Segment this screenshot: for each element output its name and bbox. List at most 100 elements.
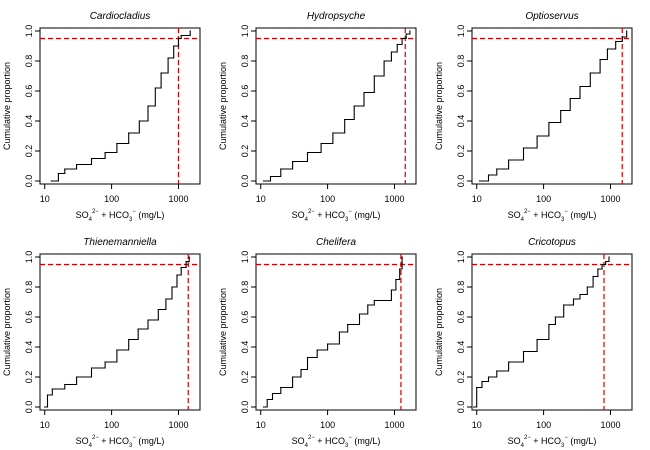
data-point [563, 304, 565, 306]
data-point [46, 394, 49, 396]
y-tick-label: 1.0 [240, 251, 250, 264]
x-tick-label: 100 [104, 194, 119, 204]
data-point [271, 392, 274, 395]
data-point [262, 406, 265, 408]
x-label-base: SO [292, 210, 305, 220]
x-label-sub1: 4 [89, 217, 93, 223]
x-label-sup2: − [132, 209, 136, 215]
data-point [592, 275, 594, 278]
data-point [269, 175, 272, 178]
x-label-mid: + HCO [99, 210, 129, 220]
data-point [409, 30, 411, 32]
data-point [589, 72, 591, 74]
panel-title: Hydropsyche [307, 11, 366, 22]
data-point [383, 60, 385, 62]
plot-frame [471, 253, 633, 411]
x-label-sub2: 3 [129, 217, 133, 223]
data-point [292, 376, 294, 378]
data-point [90, 367, 93, 369]
data-point [316, 349, 318, 351]
data-point [405, 33, 407, 35]
y-tick-label: 0.0 [240, 401, 250, 414]
y-axis-label: Cumulative proportion [2, 62, 12, 150]
data-point [363, 91, 365, 94]
data-point [157, 308, 159, 311]
x-label-sub2: 3 [345, 217, 349, 223]
data-point [128, 132, 130, 134]
data-point [496, 168, 498, 170]
x-tick-label: 1000 [600, 420, 620, 430]
data-point [347, 323, 349, 326]
x-label-sup2: − [564, 209, 568, 215]
y-tick-label: 0.6 [240, 311, 250, 324]
data-point [522, 350, 525, 353]
panel-title: Chelifera [316, 237, 356, 248]
x-label-unit: (mg/L) [352, 436, 381, 446]
data-point [165, 298, 167, 300]
data-point [496, 370, 498, 372]
x-label-mid: + HCO [531, 436, 561, 446]
data-point [188, 256, 190, 258]
data-point [621, 36, 623, 38]
data-point [353, 105, 355, 107]
panel-title: Cardiocladius [90, 11, 151, 22]
y-tick-label: 0.0 [24, 175, 34, 188]
x-label-sub1: 4 [89, 443, 93, 449]
panel-cricotopus: Cricotopus 10 100 1000 0.0 0.2 0.4 0.6 0.8 1.0 Cum… [434, 237, 633, 449]
data-point [390, 289, 392, 291]
x-label-unit: (mg/L) [352, 210, 381, 220]
x-label-unit: (mg/L) [568, 210, 597, 220]
y-tick-label: 0.8 [24, 281, 34, 294]
data-point [473, 406, 475, 408]
data-point [508, 361, 510, 363]
panel-optioservus: Optioservus 10 100 1000 0.0 0.2 0.4 0.6 0.8 1.0 Cu… [434, 11, 633, 223]
data-point [50, 180, 52, 182]
y-tick-label: 0.2 [24, 371, 34, 384]
panel-chelifera: Chelifera 10 100 1000 0.0 0.2 0.4 0.6 0.8 1.0 Cumu… [218, 237, 417, 449]
data-point [171, 286, 173, 288]
data-point [262, 180, 265, 182]
y-tick-label: 1.0 [24, 251, 34, 264]
panel-hydropsyche: Hydropsyche 10 100 1000 0.0 0.2 0.4 0.6 0.8 1.0 Cu… [218, 11, 417, 223]
data-point [481, 380, 483, 383]
cumulative-curve [473, 257, 610, 408]
data-point [548, 323, 550, 326]
x-label-base: SO [76, 210, 89, 220]
data-point [306, 151, 309, 154]
x-label-sub2: 3 [345, 443, 349, 449]
y-axis-label: Cumulative proportion [434, 288, 444, 376]
x-tick-label: 100 [320, 420, 335, 430]
x-tick-label: 10 [472, 194, 482, 204]
panel-title: Thienemanniella [83, 237, 157, 248]
plot-frame [255, 27, 417, 185]
data-point [401, 37, 403, 40]
data-point [358, 313, 361, 315]
y-tick-label: 0.2 [240, 145, 250, 158]
x-tick-label: 100 [320, 194, 335, 204]
data-point [367, 304, 369, 306]
data-point [76, 376, 78, 378]
data-point [395, 278, 397, 281]
data-point [586, 286, 588, 288]
x-label-sub1: 4 [305, 443, 309, 449]
x-label-sub1: 4 [521, 443, 525, 449]
plot-frame [39, 253, 201, 411]
y-tick-label: 0.2 [456, 371, 466, 384]
x-label-base: SO [76, 436, 89, 446]
y-tick-label: 0.4 [240, 115, 250, 128]
y-tick-label: 1.0 [240, 25, 250, 38]
data-point [390, 51, 392, 53]
x-label-sup1: 2− [524, 435, 531, 441]
data-point [548, 121, 550, 124]
panel-title: Cricotopus [528, 237, 576, 248]
data-point [185, 260, 187, 263]
x-label-sup1: 2− [308, 435, 315, 441]
data-point [554, 316, 557, 318]
y-tick-label: 0.4 [456, 341, 466, 354]
x-tick-label: 1000 [384, 420, 404, 430]
plot-frame [255, 253, 417, 411]
x-tick-label: 100 [536, 194, 551, 204]
data-point [147, 319, 149, 321]
data-point [332, 132, 334, 134]
